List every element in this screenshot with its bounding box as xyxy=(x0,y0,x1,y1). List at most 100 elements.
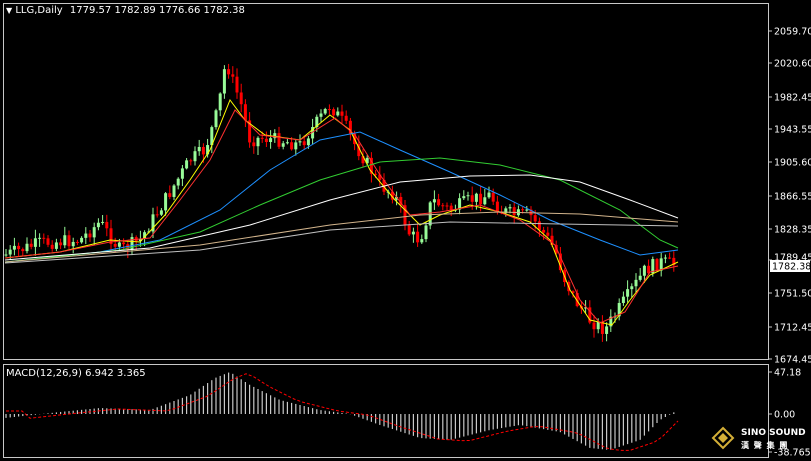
logo-chinese: 漢 聲 集 團 xyxy=(741,441,789,450)
price-candle xyxy=(319,113,323,117)
price-candle xyxy=(151,214,155,232)
price-candle xyxy=(407,225,411,235)
price-candle xyxy=(655,259,659,271)
price-candle xyxy=(617,302,621,317)
price-candle xyxy=(432,199,436,203)
price-candle xyxy=(369,157,373,174)
price-candle xyxy=(164,193,168,211)
price-candle xyxy=(525,209,529,211)
price-candle xyxy=(642,265,646,276)
price-tick-label: 1905.60 xyxy=(774,158,811,169)
price-tick-label: 1828.35 xyxy=(774,225,811,236)
price-candle xyxy=(554,244,558,254)
price-candle xyxy=(428,202,432,226)
price-candle xyxy=(298,141,302,143)
price-candle xyxy=(487,192,491,198)
price-candle xyxy=(416,231,420,243)
symbol-timeframe: LLG,Daily xyxy=(15,5,63,16)
price-candle xyxy=(210,127,214,146)
price-candle xyxy=(600,321,604,334)
macd-signal-line xyxy=(6,373,679,451)
ma-fast-line xyxy=(4,98,679,326)
price-candle xyxy=(84,233,88,238)
price-candle xyxy=(659,258,663,271)
price-candle xyxy=(378,174,382,180)
price-candle xyxy=(248,120,252,143)
price-candle xyxy=(571,291,575,293)
macd-axis: 47.18 0.00 -38.765 xyxy=(768,368,811,459)
price-candle xyxy=(227,69,231,75)
macd-tick-label: 0.00 xyxy=(774,410,795,421)
macd-plot[interactable] xyxy=(5,372,679,451)
collapse-arrow-icon[interactable]: ▼ xyxy=(6,6,13,15)
price-candle xyxy=(558,253,562,271)
price-candle xyxy=(424,225,428,240)
ma-white-line xyxy=(4,174,679,261)
price-candle xyxy=(390,191,394,200)
price-tick-label: 1712.45 xyxy=(774,323,811,334)
price-tick-label: 1751.50 xyxy=(774,289,811,300)
price-candle xyxy=(21,249,25,252)
price-candle xyxy=(222,69,226,94)
price-candle xyxy=(584,307,588,309)
price-candle xyxy=(542,229,546,233)
price-candle xyxy=(277,133,281,147)
price-candle xyxy=(54,242,58,249)
price-candle xyxy=(75,241,79,243)
price-candle xyxy=(38,237,42,239)
price-candle xyxy=(630,286,634,290)
price-candle xyxy=(80,237,84,243)
sino-sound-logo xyxy=(711,426,735,450)
logo-name: SINO SOUND xyxy=(741,428,806,438)
price-candle xyxy=(668,257,672,259)
price-candle xyxy=(626,289,630,297)
ohlc-values: 1779.57 1782.89 1776.66 1782.38 xyxy=(69,5,245,16)
price-candle xyxy=(260,137,264,139)
price-candle xyxy=(483,197,487,205)
price-candle xyxy=(105,221,109,229)
price-candle xyxy=(462,196,466,199)
price-candle xyxy=(605,326,609,334)
price-candle xyxy=(592,322,596,330)
price-candle xyxy=(651,259,655,274)
price-candle xyxy=(143,232,147,239)
price-tick-label: 2059.70 xyxy=(774,27,811,38)
price-candle xyxy=(201,146,205,155)
price-candle xyxy=(122,242,126,245)
price-candle xyxy=(575,292,579,307)
price-candle xyxy=(172,185,176,197)
price-candle xyxy=(273,133,277,139)
price-candle xyxy=(315,116,319,128)
price-candle xyxy=(596,321,600,330)
price-candle xyxy=(311,127,315,139)
ma-green-line xyxy=(4,157,679,263)
price-candle xyxy=(479,193,483,205)
price-candle xyxy=(399,196,403,206)
price-candle xyxy=(193,151,197,162)
macd-pane-frame xyxy=(3,364,769,458)
price-axis: 2059.70 2020.60 1982.45 1943.55 1905.60 1866.… xyxy=(768,27,811,366)
price-candle xyxy=(474,193,478,202)
price-plot[interactable] xyxy=(4,63,679,342)
price-candle xyxy=(323,109,327,114)
price-candle xyxy=(113,243,117,247)
price-candle xyxy=(491,192,495,202)
price-candle xyxy=(348,120,352,134)
price-candle xyxy=(96,222,100,228)
price-candle xyxy=(306,138,310,146)
price-candle xyxy=(403,205,407,226)
price-candle xyxy=(395,196,399,200)
price-candle xyxy=(269,138,273,142)
price-candle xyxy=(374,173,378,175)
price-tick-label: 1789.45 xyxy=(774,253,811,264)
price-candle xyxy=(88,233,92,238)
price-candle xyxy=(67,235,71,247)
price-candle xyxy=(155,214,159,216)
price-candle xyxy=(206,145,210,155)
ma-tan-line xyxy=(4,211,679,263)
price-candle xyxy=(29,243,33,247)
price-candle xyxy=(361,156,365,164)
macd-tick-label: -38.765 xyxy=(774,448,811,459)
